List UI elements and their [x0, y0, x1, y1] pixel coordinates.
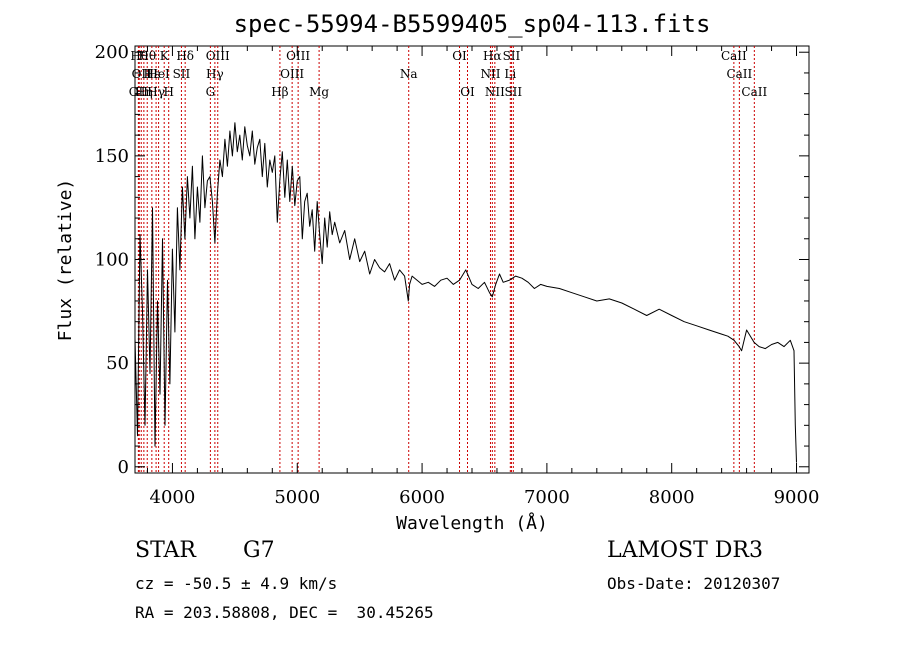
survey-name: LAMOST DR3 [607, 538, 763, 563]
marker-label-18: Mg [309, 85, 329, 99]
marker-label-16: OIII [280, 67, 304, 81]
marker-label-17: OIII [286, 49, 310, 63]
marker-label-11: Hδ [176, 49, 194, 63]
flux-series-line [134, 122, 797, 463]
y-tick-label-0: 0 [118, 457, 129, 478]
marker-label-19: Na [400, 67, 418, 81]
marker-label-2: OII [132, 67, 152, 81]
emission-line-labels: OIIHθOIIHηHθHεHγHeIKHSIIHδGHγOIIIHβOIIIO… [129, 49, 768, 99]
marker-label-4: Hθ [138, 49, 156, 63]
marker-label-9: H [163, 85, 173, 99]
x-axis-ticks: 4000 5000 6000 7000 8000 9000 [146, 46, 820, 508]
y-axis-ticks: 0 50 100 150 200 [95, 42, 809, 478]
marker-label-20: OI [452, 49, 467, 63]
marker-label-29: CaII [726, 67, 752, 81]
x-tick-label-2: 6000 [399, 487, 445, 508]
x-tick-label-3: 7000 [524, 487, 570, 508]
marker-label-8: K [160, 49, 170, 63]
marker-label-10: SII [173, 67, 191, 81]
marker-label-28: CaII [721, 49, 747, 63]
marker-label-0: OII [129, 85, 149, 99]
marker-label-7: HeI [147, 67, 170, 81]
marker-label-22: NII [480, 67, 500, 81]
marker-label-26: SII [503, 49, 521, 63]
y-tick-label-3: 150 [95, 146, 129, 167]
coordinates-text: RA = 203.58808, DEC = 30.45265 [135, 603, 434, 622]
marker-label-27: SII [504, 85, 522, 99]
marker-label-24: NII [485, 85, 505, 99]
chart-title: spec-55994-B5599405_sp04-113.fits [234, 10, 711, 38]
y-tick-label-2: 100 [95, 250, 129, 271]
y-tick-label-4: 200 [95, 42, 129, 63]
object-subclass: G7 [243, 538, 275, 563]
marker-label-3: Hη [135, 85, 153, 99]
marker-label-12: G [206, 85, 216, 99]
marker-label-25: Li [504, 67, 516, 81]
marker-label-13: Hγ [206, 67, 224, 81]
x-tick-label-1: 5000 [274, 487, 320, 508]
marker-label-14: OIII [206, 49, 230, 63]
marker-label-6: Hγ [147, 85, 165, 99]
obs-date: Obs-Date: 20120307 [607, 574, 781, 593]
marker-label-5: Hε [144, 67, 161, 81]
object-class: STAR [135, 538, 196, 563]
x-tick-label-5: 9000 [774, 487, 820, 508]
x-tick-label-0: 4000 [150, 487, 196, 508]
emission-line-markers [137, 46, 755, 473]
marker-label-23: Hα [483, 49, 502, 63]
redshift-text: cz = -50.5 ± 4.9 km/s [135, 574, 338, 593]
plot-frame [134, 45, 810, 474]
marker-label-21: OI [460, 85, 475, 99]
x-axis-label: Wavelength (Å) [396, 512, 548, 534]
y-tick-label-1: 50 [106, 353, 129, 374]
x-tick-label-4: 8000 [649, 487, 695, 508]
marker-label-15: Hβ [271, 85, 288, 99]
marker-label-30: CaII [741, 85, 767, 99]
y-axis-label: Flux (relative) [55, 179, 76, 342]
